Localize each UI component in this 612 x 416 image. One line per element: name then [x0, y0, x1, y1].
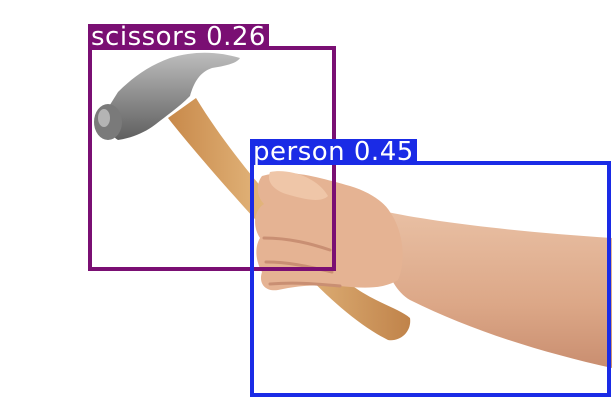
person-label: person 0.45 [250, 139, 417, 165]
hammer-head [106, 52, 240, 140]
person-bounding-box [250, 161, 611, 397]
hammer-handle [168, 98, 411, 341]
hand [255, 173, 403, 291]
thumb [268, 171, 328, 200]
hammer-face-highlight [98, 109, 110, 127]
forearm [378, 210, 612, 368]
scissors-label: scissors 0.26 [88, 24, 269, 50]
